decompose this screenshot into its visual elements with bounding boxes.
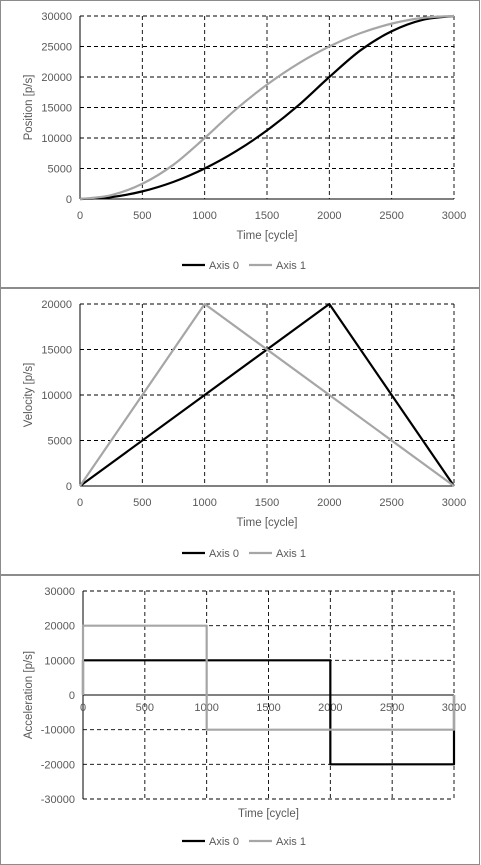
- y-tick-label: -20000: [41, 759, 75, 771]
- x-tick-label: 2000: [317, 497, 341, 509]
- x-tick-label: 0: [77, 210, 83, 222]
- legend-label: Axis 0: [209, 548, 239, 560]
- legend: Axis 0 Axis 1: [182, 260, 306, 272]
- x-tick-label: 1500: [256, 702, 280, 714]
- legend: Axis 0 Axis 1: [182, 836, 306, 848]
- x-tick-label: 1000: [192, 210, 216, 222]
- y-tick-label: 30000: [41, 11, 72, 23]
- y-tick-label: 15000: [41, 345, 72, 357]
- chart-panel-2: -30000 -20000 -10000 0 10000 20000 30000 0 500 10…: [0, 575, 480, 865]
- y-axis-title: Position [p/s]: [23, 75, 35, 141]
- x-tick-label: 1500: [255, 210, 279, 222]
- y-tick-label: 30000: [44, 586, 75, 598]
- y-tick-label: 0: [66, 481, 72, 493]
- x-tick-label: 0: [80, 702, 86, 714]
- legend-label: Axis 0: [209, 836, 239, 848]
- chart-panel-0: 0 5000 10000 15000 20000 25000 30000 0 500 1000 15…: [0, 0, 480, 288]
- x-tick-label: 1500: [255, 497, 279, 509]
- x-tick-label: 500: [133, 497, 151, 509]
- y-axis-title: Velocity [p/s]: [23, 363, 35, 428]
- series-line-0: [79, 14, 455, 201]
- x-axis-title: Time [cycle]: [237, 517, 298, 529]
- legend: Axis 0 Axis 1: [182, 548, 306, 560]
- y-tick-label: 0: [66, 194, 72, 206]
- series-line-1: [79, 14, 455, 201]
- y-tick-label: 0: [69, 690, 75, 702]
- x-tick-label: 500: [133, 210, 151, 222]
- y-tick-label: 5000: [48, 436, 72, 448]
- series-line-0: [79, 302, 455, 487]
- y-tick-label: 10000: [41, 133, 72, 145]
- x-tick-label: 2500: [379, 210, 403, 222]
- legend-label: Axis 1: [276, 836, 306, 848]
- x-tick-label: 2500: [380, 702, 404, 714]
- chart-svg-0: 0 5000 10000 15000 20000 25000 30000 0 500 1000 15…: [23, 11, 466, 272]
- y-tick-label: 10000: [41, 390, 72, 402]
- chart-panel-1: 0 5000 10000 15000 20000 0 500 1000 1500 2000 2500…: [0, 288, 480, 575]
- y-tick-label: 20000: [41, 72, 72, 84]
- x-tick-label: 1000: [192, 497, 216, 509]
- x-axis-title: Time [cycle]: [238, 808, 299, 820]
- x-axis-title: Time [cycle]: [237, 230, 298, 242]
- y-tick-label: -10000: [41, 725, 75, 737]
- x-tick-label: 2000: [317, 210, 341, 222]
- y-axis-title: Acceleration [p/s]: [23, 651, 35, 739]
- y-tick-label: 20000: [44, 621, 75, 633]
- y-tick-label: 10000: [44, 655, 75, 667]
- legend-label: Axis 1: [276, 260, 306, 272]
- x-tick-label: 3000: [442, 497, 466, 509]
- x-tick-label: 3000: [442, 210, 466, 222]
- x-tick-label: 0: [77, 497, 83, 509]
- chart-svg-1: 0 5000 10000 15000 20000 0 500 1000 1500 2000 2500…: [23, 299, 466, 560]
- y-tick-label: 25000: [41, 42, 72, 54]
- y-tick-label: 15000: [41, 103, 72, 115]
- series-line-1: [79, 302, 455, 487]
- y-tick-label: -30000: [41, 794, 75, 806]
- legend-label: Axis 1: [276, 548, 306, 560]
- y-tick-label: 5000: [48, 164, 72, 176]
- y-tick-label: 20000: [41, 299, 72, 311]
- x-tick-label: 500: [136, 702, 154, 714]
- x-tick-label: 2500: [379, 497, 403, 509]
- series-line-1: [81, 624, 456, 731]
- legend-label: Axis 0: [209, 260, 239, 272]
